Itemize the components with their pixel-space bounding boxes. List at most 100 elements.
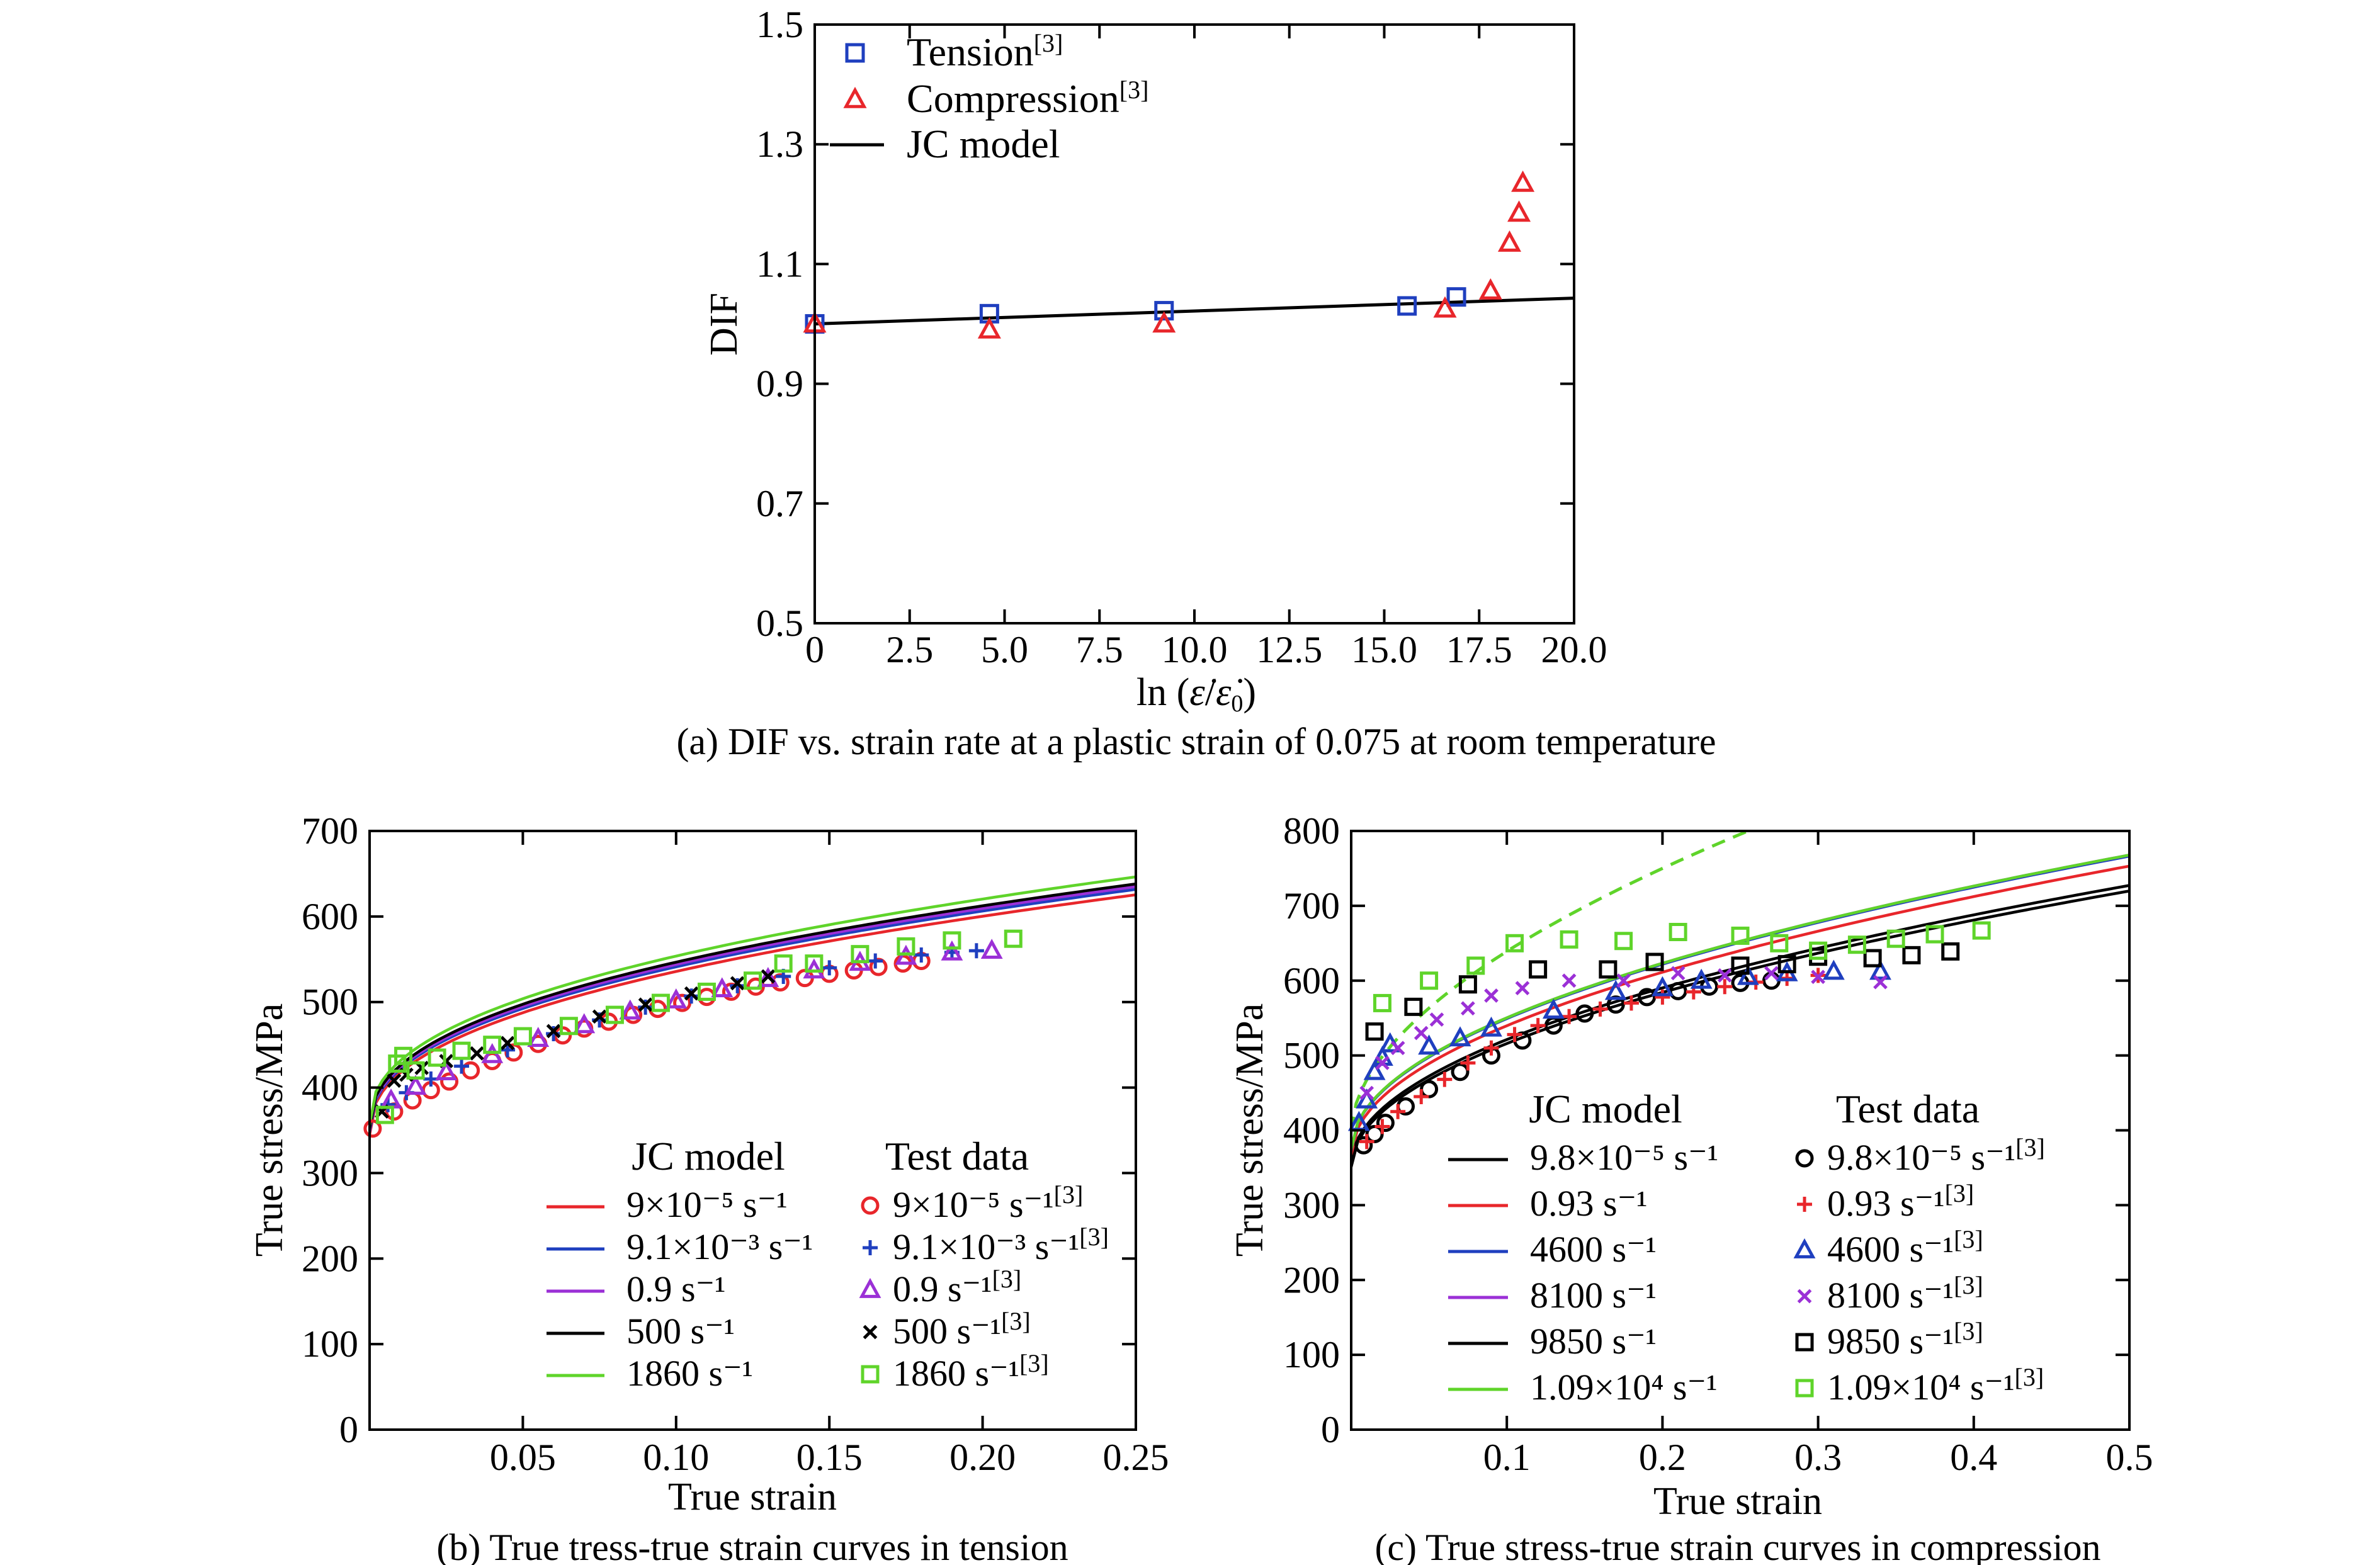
test-point xyxy=(1651,976,1674,997)
test-point xyxy=(1614,932,1633,951)
test-point xyxy=(1451,1063,1470,1082)
y-tick-label: 800 xyxy=(1283,810,1340,852)
legend-test-label: 9×10⁻⁵ s⁻¹[3] xyxy=(893,1180,1083,1225)
jc-curve xyxy=(370,893,1136,1136)
jc-curve xyxy=(1351,864,2129,1156)
test-point xyxy=(452,1041,471,1060)
test-point xyxy=(822,960,837,976)
panel-b-legend: JC model Test data 9×10⁻⁵ s⁻¹ 9×10⁻⁵ s⁻¹[3]… xyxy=(547,1134,1109,1394)
panel-a-plot-area xyxy=(803,170,1575,339)
panel-b-caption: (b) True tress-true strain curves in ten… xyxy=(436,1527,1068,1565)
legend-header-test: Test data xyxy=(885,1134,1029,1178)
compression-point xyxy=(977,317,1001,339)
jc-curve xyxy=(370,888,1136,1133)
legend-test-label: 9.8×10⁻⁵ s⁻¹[3] xyxy=(1827,1133,2045,1178)
panel-b-ylabel: True stress/MPa xyxy=(248,1003,291,1257)
panel-c-legend: JC model Test data 9.8×10⁻⁵ s⁻¹ 9.8×10⁻⁵ s⁻… xyxy=(1448,1087,2045,1408)
test-point xyxy=(805,954,824,973)
legend-test-label: 0.9 s⁻¹[3] xyxy=(893,1265,1021,1309)
x-tick-label: 12.5 xyxy=(1256,629,1322,670)
legend-test-label: 1.09×10⁴ s⁻¹[3] xyxy=(1827,1363,2044,1408)
legend-test-label: 8100 s⁻¹[3] xyxy=(1827,1271,1983,1316)
legend-model-label: 9×10⁻⁵ s⁻¹ xyxy=(626,1184,788,1225)
test-point xyxy=(1437,1071,1453,1087)
test-point xyxy=(1941,942,1960,961)
test-point xyxy=(440,1072,459,1091)
test-point xyxy=(462,1061,480,1080)
test-point xyxy=(394,1046,413,1065)
test-point xyxy=(1365,1022,1384,1041)
test-point xyxy=(1655,989,1670,1005)
test-point xyxy=(527,1027,550,1047)
test-point xyxy=(1359,1085,1374,1100)
test-point xyxy=(868,953,883,969)
legend-test-label: 0.93 s⁻¹[3] xyxy=(1827,1179,1974,1224)
jc-curve xyxy=(370,885,1136,1131)
test-point xyxy=(730,976,745,991)
test-point xyxy=(1604,980,1627,1000)
test-point xyxy=(1004,929,1023,948)
test-point xyxy=(757,967,779,987)
test-point xyxy=(1670,966,1686,981)
compression-point xyxy=(1511,170,1535,192)
legend-marker xyxy=(845,43,865,63)
panel-b-ticks: 0.05 0.10 0.15 0.20 0.25 0 100 200 300 400 500 600 7… xyxy=(302,810,1169,1478)
test-point xyxy=(1414,1025,1429,1041)
x-tick-label: 0.3 xyxy=(1794,1437,1842,1478)
test-point xyxy=(1374,1119,1390,1134)
legend-model-label: 9850 s⁻¹ xyxy=(1530,1321,1657,1362)
legend-model-label: 4600 s⁻¹ xyxy=(1530,1229,1657,1270)
jc-curve xyxy=(1351,890,2129,1168)
legend-test-label: 4600 s⁻¹[3] xyxy=(1827,1225,1983,1270)
legend-test-label: 9850 s⁻¹[3] xyxy=(1827,1317,1983,1362)
test-point xyxy=(1404,997,1423,1016)
test-point xyxy=(454,1058,470,1074)
test-point xyxy=(513,1027,532,1046)
test-point xyxy=(1811,969,1825,985)
y-tick-label: 100 xyxy=(1283,1334,1340,1376)
x-tick-label: 0.5 xyxy=(2106,1437,2153,1478)
test-point xyxy=(1690,968,1713,989)
test-point xyxy=(592,1009,607,1024)
test-point xyxy=(730,978,745,993)
y-tick-label: 1.3 xyxy=(756,123,803,165)
test-point xyxy=(684,988,700,1004)
y-tick-label: 700 xyxy=(302,810,358,852)
x-tick-label: 0.10 xyxy=(643,1437,709,1478)
x-tick-label: 0.2 xyxy=(1639,1437,1686,1478)
test-point xyxy=(1645,952,1664,971)
test-point xyxy=(1483,1040,1499,1056)
test-point xyxy=(1363,1059,1386,1080)
test-point xyxy=(1429,1012,1444,1027)
test-point xyxy=(1972,921,1991,940)
test-point xyxy=(1480,1016,1502,1037)
test-point xyxy=(1373,993,1391,1012)
panel-a-ylabel: DIF xyxy=(703,293,745,356)
test-point xyxy=(483,1036,502,1054)
legend-marker xyxy=(843,86,867,108)
compression-point xyxy=(1478,278,1502,300)
test-point xyxy=(1542,998,1565,1019)
test-point xyxy=(1623,995,1639,1011)
test-point xyxy=(1359,1134,1374,1150)
y-tick-label: 700 xyxy=(1283,885,1340,927)
test-point xyxy=(1418,1034,1441,1055)
legend-model-label: 1860 s⁻¹ xyxy=(626,1353,753,1394)
legend-header-model: JC model xyxy=(632,1134,785,1178)
legend-model-label: 9.8×10⁻⁵ s⁻¹ xyxy=(1530,1137,1718,1178)
test-point xyxy=(1390,1041,1405,1056)
test-point xyxy=(711,977,734,998)
y-tick-label: 300 xyxy=(302,1152,358,1194)
jc-curve xyxy=(1351,854,2129,1151)
test-point xyxy=(1616,973,1631,988)
test-point xyxy=(1420,1080,1439,1099)
test-point xyxy=(423,1071,439,1087)
panel-a-caption: (a) DIF vs. strain rate at a plastic str… xyxy=(676,721,1716,762)
jc-curve xyxy=(1351,853,2129,1150)
model-curves xyxy=(370,875,1136,1136)
test-point xyxy=(1529,960,1548,979)
compression-point xyxy=(1433,296,1457,318)
test-point xyxy=(697,982,716,1001)
y-tick-label: 500 xyxy=(1283,1035,1340,1076)
legend-marker xyxy=(1795,1149,1814,1168)
